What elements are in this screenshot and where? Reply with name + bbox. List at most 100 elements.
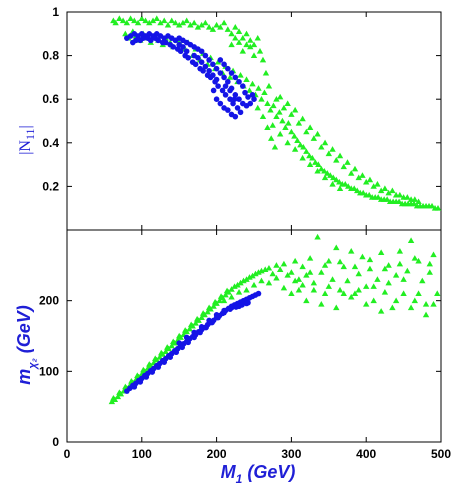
top-circle-point	[147, 37, 154, 44]
top-circle-point	[192, 61, 199, 68]
bottom-triangle-point	[318, 301, 325, 307]
bottom-triangle-point	[430, 301, 437, 307]
bottom-triangle-point	[216, 297, 223, 304]
top-triangle-point	[318, 165, 325, 172]
top-triangle-point	[217, 24, 224, 30]
top-triangle-point	[279, 117, 286, 124]
bottom-triangle-point	[363, 301, 370, 307]
top-circle-point	[245, 94, 251, 100]
top-triangle-point	[146, 19, 153, 26]
top-triangle-point	[258, 96, 265, 102]
bottom-triangle-point	[366, 256, 374, 263]
top-triangle-point	[164, 21, 172, 28]
top-triangle-point	[336, 185, 344, 191]
top-triangle-point	[116, 15, 123, 21]
bottom-triangle-point	[392, 272, 400, 278]
bottom-triangle-point	[363, 283, 370, 289]
bottom-triangle-point	[310, 286, 318, 293]
bottom-triangle-point	[210, 303, 217, 309]
top-triangle-point	[190, 19, 198, 26]
bottom-triangle-point	[186, 325, 193, 332]
top-triangle-point	[294, 137, 301, 144]
bottom-triangle-point	[422, 301, 430, 307]
x-tick-label: 100	[132, 447, 152, 461]
top-y-tick-label: 0.6	[42, 92, 59, 106]
bottom-triangle-point	[389, 304, 396, 311]
top-triangle-point	[213, 21, 220, 28]
top-triangle-point	[363, 178, 370, 185]
top-triangle-point	[428, 202, 436, 209]
bottom-triangle-point	[299, 263, 306, 270]
bottom-triangle-point	[295, 276, 303, 282]
top-circle-point	[185, 54, 191, 61]
bottom-circle-point	[236, 303, 242, 310]
bottom-triangle-point	[336, 258, 344, 265]
bottom-circle-point	[191, 334, 197, 341]
top-triangle-point	[351, 165, 359, 172]
bottom-triangle-point	[237, 279, 244, 286]
top-triangle-point	[235, 28, 243, 35]
top-triangle-point	[303, 128, 310, 135]
bottom-triangle-point	[288, 290, 295, 296]
top-circle-point	[213, 96, 220, 102]
top-triangle-point	[261, 89, 268, 96]
top-triangle-point	[112, 19, 119, 26]
top-triangle-point	[354, 187, 361, 194]
top-circle-point	[225, 78, 231, 85]
top-triangle-point	[127, 15, 134, 21]
bottom-triangle-point	[336, 286, 344, 293]
top-panel-ticks: 0.2 0.4 0.6 0.8 1	[42, 5, 442, 230]
bottom-triangle-point	[306, 269, 314, 275]
top-circle-point	[251, 96, 257, 102]
top-triangle-point	[344, 159, 351, 165]
top-triangle-point	[273, 113, 280, 120]
bottom-triangle-point	[234, 281, 241, 288]
bottom-triangle-point	[340, 263, 347, 270]
top-circle-point	[202, 52, 209, 59]
top-triangle-point	[336, 152, 344, 159]
top-triangle-point	[224, 26, 232, 32]
bottom-triangle-point	[235, 288, 243, 295]
top-triangle-point	[306, 124, 314, 130]
top-circle-point	[242, 89, 248, 96]
top-triangle-point	[276, 109, 283, 115]
bottom-triangle-point	[321, 290, 329, 296]
top-triangle-point	[243, 41, 250, 48]
top-triangle-point	[295, 119, 303, 126]
top-triangle-point	[138, 15, 145, 21]
bottom-triangle-point	[396, 248, 404, 254]
top-triangle-point	[299, 154, 306, 161]
bottom-triangle-point	[265, 264, 273, 271]
top-triangle-point	[321, 174, 329, 181]
bottom-triangle-point	[291, 257, 299, 264]
top-circle-point	[183, 48, 190, 55]
top-triangle-point	[259, 56, 267, 63]
bottom-triangle-point	[273, 262, 280, 268]
top-triangle-point	[214, 58, 222, 65]
bottom-triangle-point	[220, 297, 228, 304]
bottom-triangle-point	[162, 348, 169, 354]
bottom-triangle-point	[198, 314, 205, 321]
bottom-triangle-point	[168, 342, 175, 349]
bottom-triangle-point	[249, 272, 256, 279]
bottom-triangle-point	[246, 274, 253, 280]
top-triangle-point	[254, 34, 261, 41]
top-triangle-point	[285, 119, 292, 126]
top-triangle-point	[288, 111, 295, 117]
top-triangle-point	[246, 87, 253, 93]
x-tick-label: 500	[431, 447, 451, 461]
top-triangle-point	[276, 93, 284, 100]
top-triangle-point	[265, 82, 273, 89]
bottom-triangle-point	[348, 248, 355, 254]
top-triangle-point	[366, 176, 374, 183]
bottom-triangle-point	[252, 270, 259, 277]
top-triangle-point	[149, 17, 157, 24]
top-triangle-point	[321, 139, 329, 146]
bottom-triangle-point	[306, 255, 314, 261]
bottom-triangle-point	[280, 284, 288, 291]
top-triangle-point	[360, 189, 367, 196]
x-axis-label: M1 (GeV)	[221, 462, 296, 486]
top-triangle-point	[300, 143, 307, 150]
top-triangle-point	[198, 21, 205, 28]
bottom-triangle-point	[340, 290, 347, 296]
